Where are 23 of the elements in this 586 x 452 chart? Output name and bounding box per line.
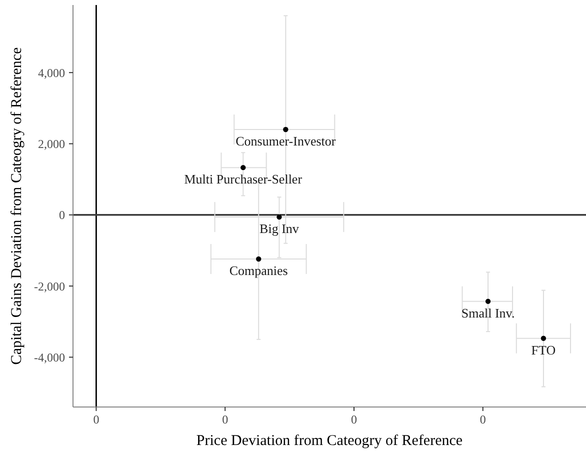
point [283, 126, 288, 132]
annotation: Consumer-Investor [236, 134, 336, 149]
annotation: FTO [531, 342, 556, 358]
point [485, 298, 491, 304]
y-axis-title: Capital Gains Deviation from Cateogry of Reference [9, 46, 25, 365]
annotation: Multi Purchaser-Seller [184, 172, 303, 187]
point [240, 164, 246, 170]
x-tick-label: 0 [350, 412, 357, 427]
y-tick-label: 0 [59, 208, 65, 222]
x-axis-title: Price Deviation from Cateogry of Reference [196, 433, 463, 449]
annotation: Big Inv [260, 221, 300, 236]
y-tick-label: 2,000 [38, 137, 65, 152]
y-tick-label: -2,000 [34, 279, 65, 294]
x-tick-label: 0 [93, 412, 100, 427]
point [276, 214, 282, 220]
point [256, 256, 262, 262]
x-tick-label: 0 [222, 412, 228, 427]
y-tick-label: -4,000 [34, 350, 65, 364]
x-tick-label: 0 [480, 412, 486, 427]
point [540, 336, 546, 341]
annotation: Companies [229, 263, 288, 278]
annotation: Small Inv. [461, 305, 515, 320]
y-tick-label: 4,000 [38, 66, 65, 80]
